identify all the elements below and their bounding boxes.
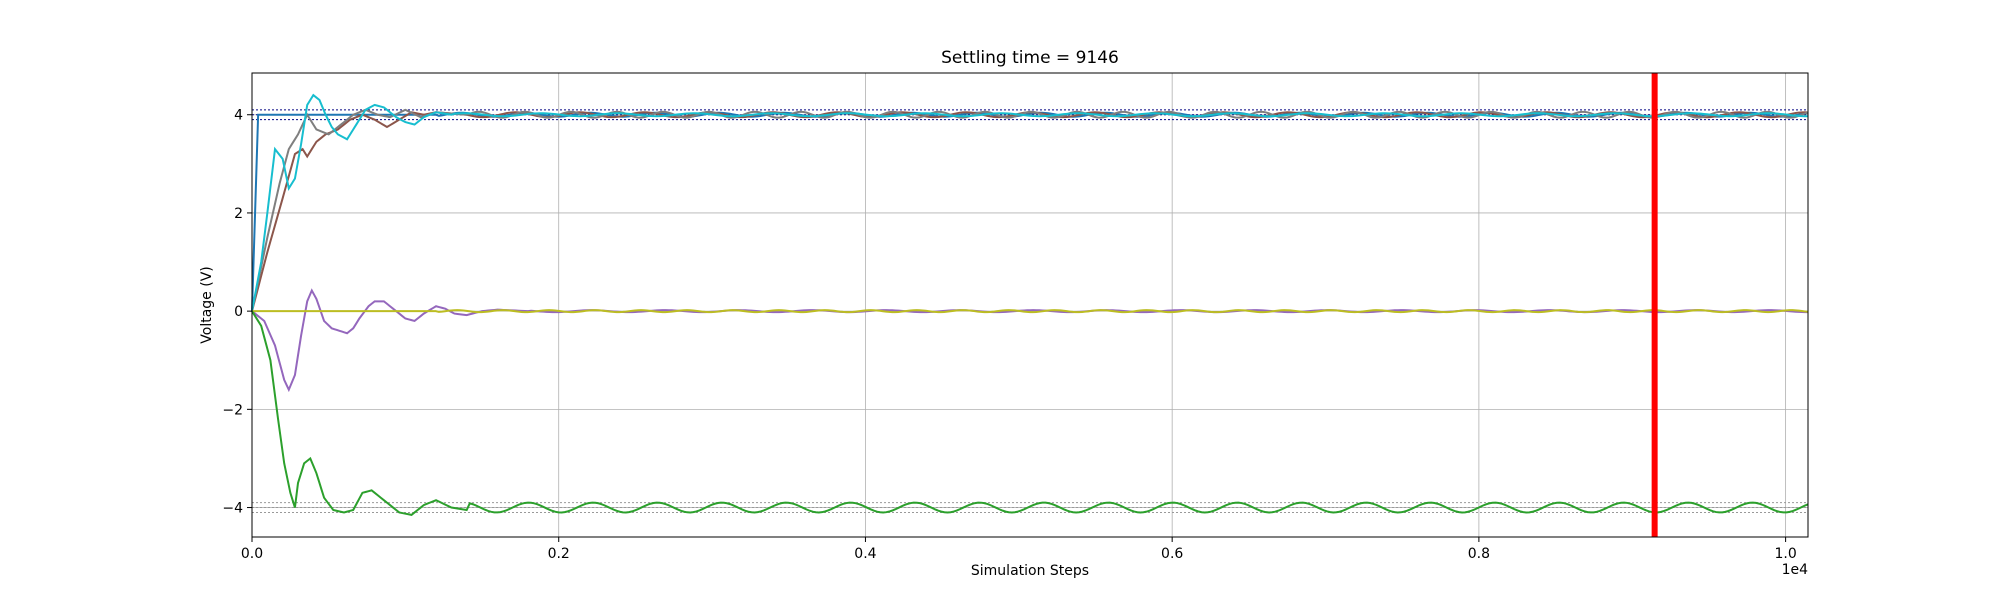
chart-title: Settling time = 9146 — [941, 48, 1119, 68]
x-tick-label: 0.0 — [241, 546, 263, 562]
x-tick-label: 1.0 — [1774, 546, 1796, 562]
x-axis-label: Simulation Steps — [971, 563, 1089, 579]
series-line — [251, 288, 1808, 393]
plot-area — [251, 93, 1809, 516]
y-tick-label: −2 — [222, 402, 243, 418]
y-tick-label: 2 — [234, 206, 243, 222]
x-tick-label: 0.2 — [548, 546, 570, 562]
series-line — [251, 93, 1808, 312]
y-tick-label: −4 — [222, 501, 243, 517]
series-line — [251, 108, 1809, 312]
y-tick-label: 4 — [234, 108, 243, 124]
axis-ticks: 0.0 0.2 0.4 0.6 0.8 1.0 −4 −2 0 2 4 — [222, 108, 1796, 562]
series-line — [251, 111, 1809, 312]
x-axis-offset-label: 1e4 — [1782, 562, 1809, 578]
y-axis-label: Voltage (V) — [199, 266, 215, 343]
series-line — [251, 310, 1809, 516]
x-tick-label: 0.8 — [1468, 546, 1490, 562]
x-tick-label: 0.6 — [1161, 546, 1183, 562]
grid-lines — [251, 73, 1808, 537]
series-line — [251, 111, 1809, 312]
plot-frame — [251, 72, 1809, 538]
y-tick-label: 0 — [234, 304, 243, 320]
x-tick-label: 0.4 — [854, 546, 876, 562]
series-line — [252, 309, 1809, 314]
